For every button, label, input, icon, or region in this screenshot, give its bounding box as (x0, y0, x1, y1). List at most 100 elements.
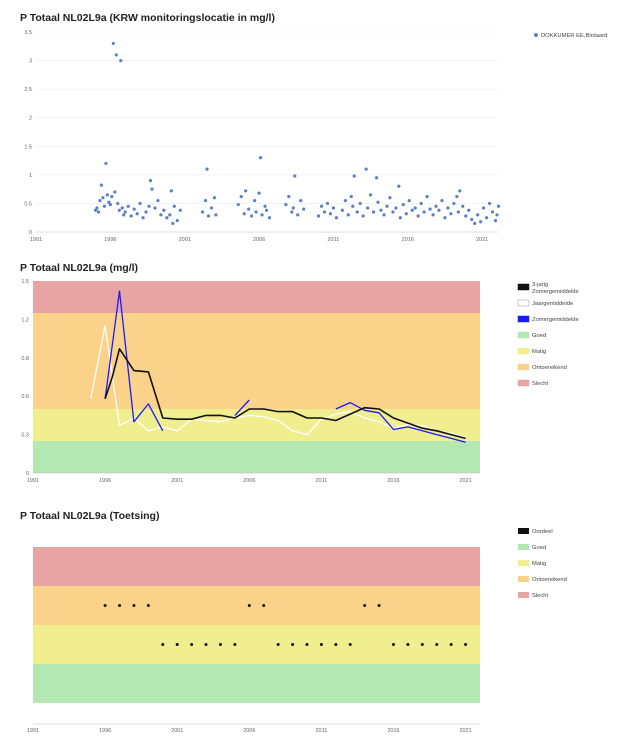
chart2-band-ontoereikend (33, 313, 480, 409)
chart1-point (239, 194, 243, 199)
chart3-x-tick: 2016 (387, 728, 399, 734)
chart2-x-tick: 1991 (27, 478, 39, 484)
chart1-point (446, 206, 450, 210)
chart1-point (374, 176, 379, 180)
chart1-point (452, 201, 456, 206)
chart2-band-slecht (33, 281, 480, 313)
chart3-point (319, 643, 323, 646)
chart3-legend-label: Oordeel (532, 529, 553, 535)
chart1-point (368, 193, 373, 197)
chart2-legend-swatch (517, 283, 530, 291)
chart3-point (276, 643, 280, 646)
chart2-legend-swatch (517, 363, 530, 371)
chart1-point (407, 198, 411, 203)
chart2-legend-label: Jaargemiddelde (532, 301, 573, 307)
chart2-legend-swatch (517, 315, 530, 323)
chart1-x-tick: 2011 (328, 237, 340, 243)
chart3-point (262, 604, 266, 607)
chart2-legend-swatch (517, 379, 530, 387)
chart3-point (363, 604, 367, 607)
chart1-point (443, 216, 447, 220)
chart1-point (376, 200, 380, 204)
chart2-y-tick: 1.2 (21, 317, 29, 323)
chart1-point (490, 210, 495, 214)
chart1-point (496, 204, 501, 208)
chart1-point (165, 216, 169, 220)
chart1-point (291, 206, 295, 210)
chart2-y-tick: 1.5 (21, 279, 29, 285)
chart1-point (479, 220, 483, 224)
chart1-point (401, 202, 405, 207)
chart3-x-tick: 2006 (243, 728, 255, 734)
chart1-point (385, 204, 389, 208)
chart1-point (379, 208, 383, 212)
chart3-point (464, 643, 468, 646)
chart1-point (104, 161, 108, 166)
chart3-point (420, 643, 424, 646)
chart1-point (126, 204, 130, 208)
chart1-y-tick: 2 (29, 116, 32, 122)
chart1-point (150, 187, 154, 191)
chart2-x-tick: 2016 (387, 478, 399, 484)
chart1-point (316, 214, 321, 218)
chart2-legend-swatch (517, 331, 530, 339)
chart1-point (284, 202, 288, 207)
chart3-point (391, 643, 395, 646)
chart1-point (470, 217, 474, 222)
chart2-x-tick: 2021 (459, 478, 471, 484)
chart3-x-tick: 2011 (315, 728, 327, 734)
chart-3-title: P Totaal NL02L9a (Toetsing) (20, 510, 160, 522)
chart3-legend-swatch (518, 528, 529, 534)
chart1-point (302, 207, 306, 211)
chart1-point (434, 204, 438, 208)
chart1-point (322, 210, 327, 214)
chart3-legend-label: Matig (532, 561, 546, 567)
chart1-point (325, 201, 330, 206)
chart1-point (214, 213, 218, 217)
chart3-legend-swatch (518, 560, 529, 566)
chart1-point (422, 210, 426, 214)
chart2-y-tick: 0.3 (21, 433, 29, 439)
chart1-point (484, 216, 489, 220)
chart1-point (141, 216, 145, 220)
chart1-point (171, 221, 175, 226)
chart3-point (334, 643, 338, 646)
chart3-point (161, 643, 165, 646)
chart1-point (340, 208, 344, 212)
chart1-point (144, 210, 148, 214)
chart1-point (416, 214, 420, 218)
chart1-x-tick: 2021 (476, 237, 488, 243)
chart1-point (178, 208, 182, 212)
chart1-point (114, 53, 118, 57)
chart1-point (135, 212, 139, 216)
chart1-point (102, 204, 107, 208)
chart1-point (473, 221, 477, 226)
chart1-point (120, 206, 124, 210)
chart1-point (111, 41, 115, 46)
chart1-point (257, 191, 261, 195)
chart3-legend-label: Goed (532, 545, 546, 551)
chart1-point (250, 214, 254, 218)
chart1-y-tick: 0.5 (24, 201, 32, 207)
chart1-point (117, 208, 121, 212)
chart1-point (147, 204, 151, 208)
chart1-point (108, 202, 112, 207)
chart2-band-goed (33, 441, 480, 473)
chart1-x-tick: 2016 (402, 237, 414, 243)
chart1-point (95, 206, 99, 210)
chart1-point (419, 201, 423, 206)
chart1-point (413, 206, 417, 210)
chart1-point (388, 196, 392, 200)
chart1-point (293, 174, 297, 178)
chart1-y-tick: 2.5 (24, 87, 32, 93)
chart2-legend-label: Slecht (532, 381, 549, 387)
chart1-point (476, 213, 480, 217)
chart2-x-tick: 2006 (243, 478, 255, 484)
chart1-point (105, 193, 109, 197)
chart3-point (132, 604, 136, 607)
chart1-point (169, 189, 173, 193)
chart1-point (364, 167, 368, 171)
chart3-point (175, 643, 179, 646)
chart3-point (435, 643, 439, 646)
chart1-point (331, 206, 336, 210)
